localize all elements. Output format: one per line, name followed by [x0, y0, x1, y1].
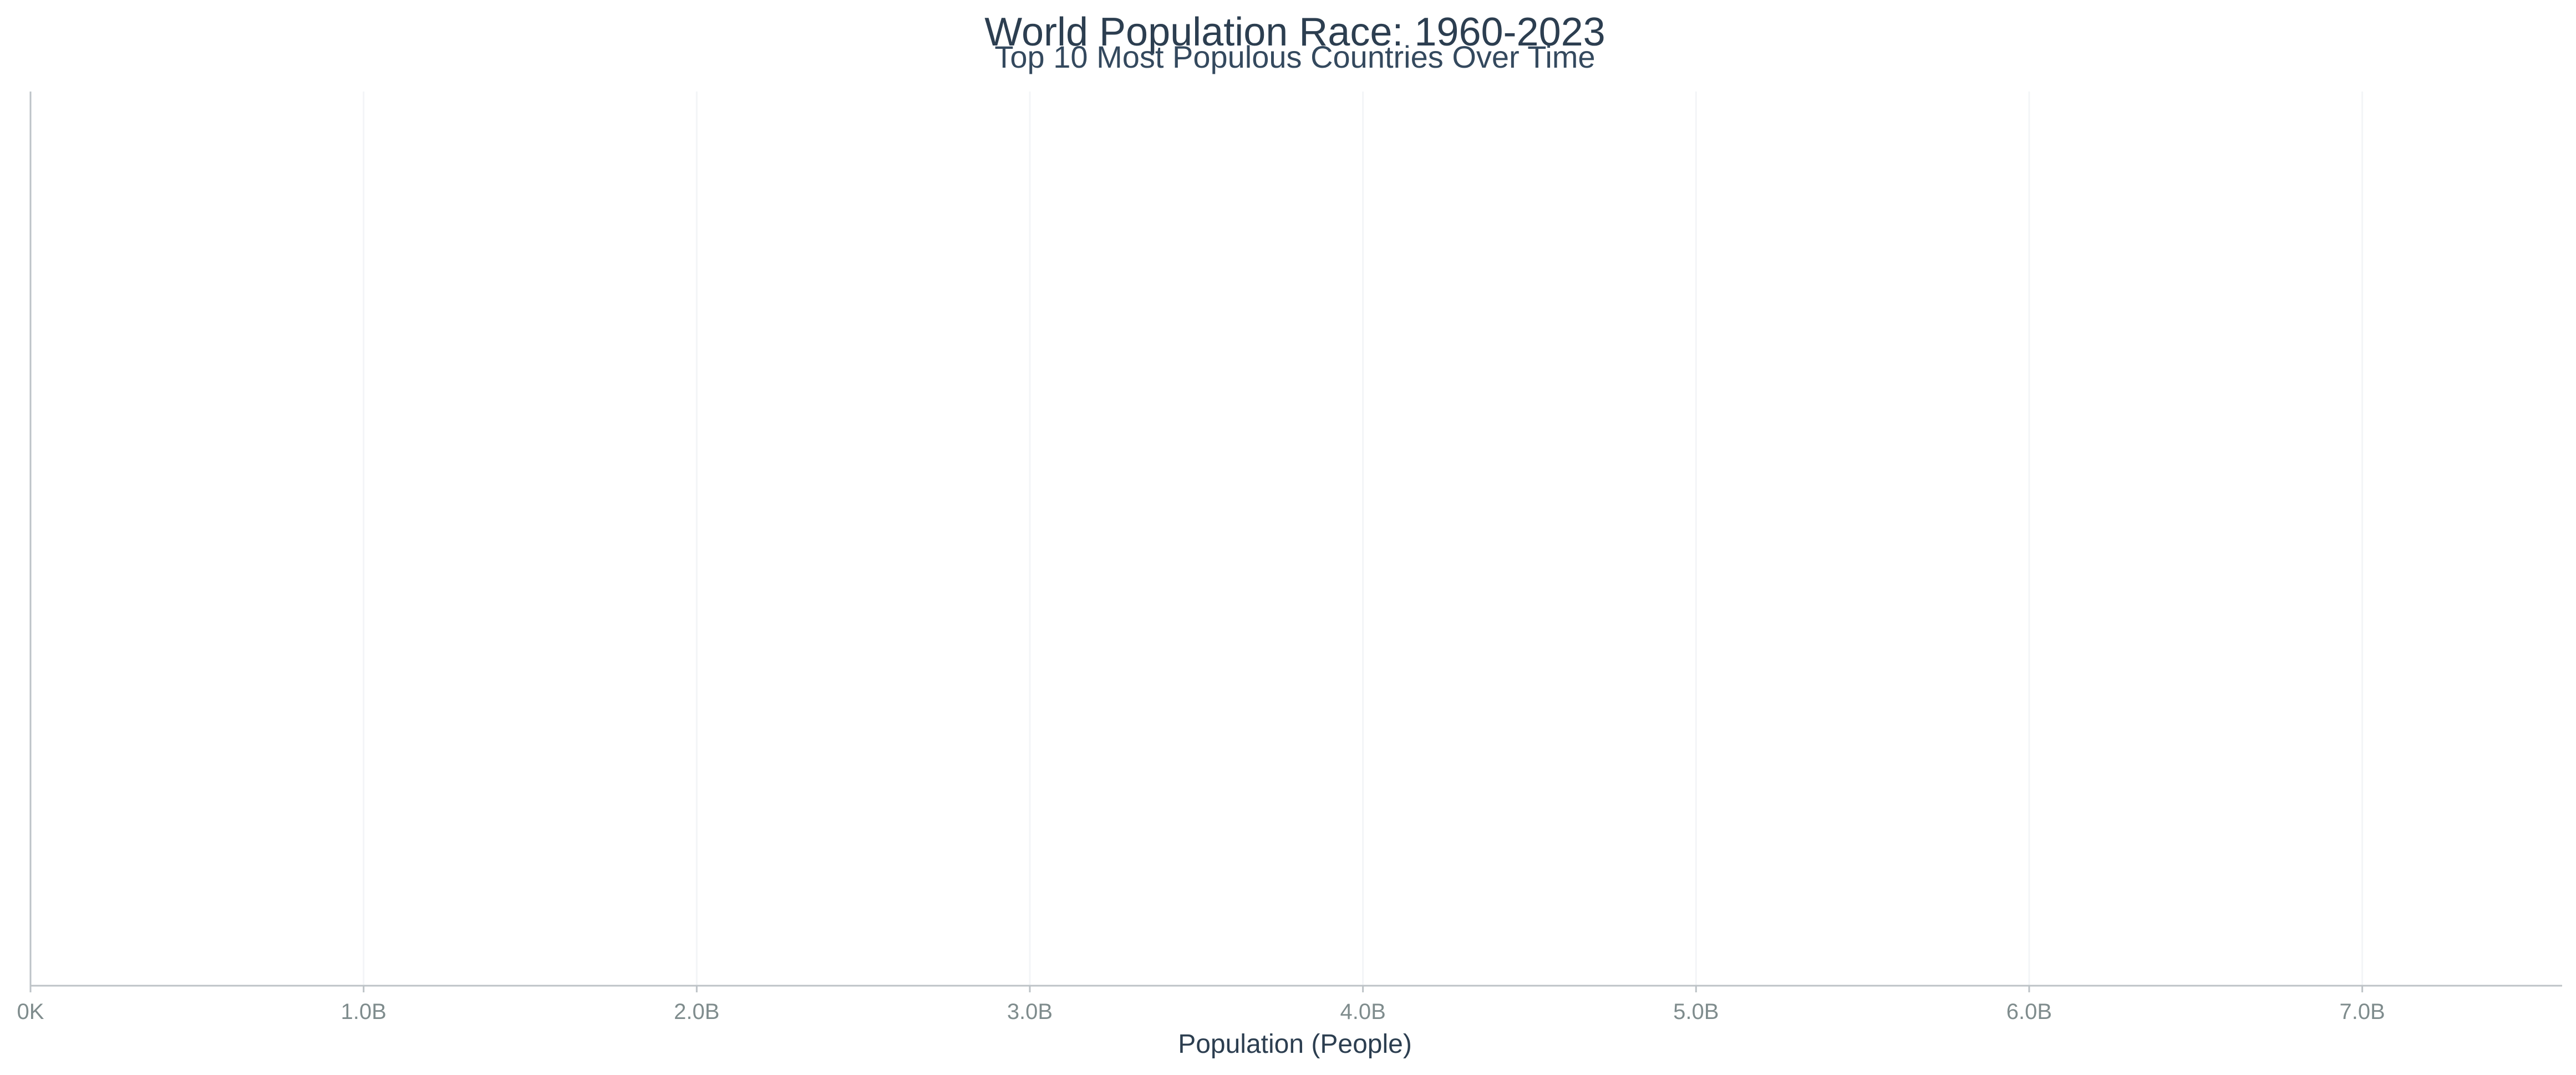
- x-axis-ticks: 0K 1.0B 2.0B 3.0B 4.0B 5.0B 6.0B 7.0B: [17, 986, 2385, 1024]
- chart-subtitle: Top 10 Most Populous Countries Over Time: [994, 39, 1595, 74]
- x-tick-label: 5.0B: [1673, 1000, 1719, 1024]
- x-tick-label: 3.0B: [1007, 1000, 1053, 1024]
- chart-title: World Population Race: 1960-2023: [984, 10, 1605, 54]
- grid-lines: [363, 92, 2364, 986]
- x-tick-label: 7.0B: [2339, 1000, 2385, 1024]
- x-tick-label: 0K: [17, 1000, 44, 1024]
- x-tick-label: 1.0B: [341, 1000, 387, 1024]
- x-tick-label: 6.0B: [2006, 1000, 2052, 1024]
- x-tick-label: 2.0B: [674, 1000, 719, 1024]
- x-tick-label: 4.0B: [1340, 1000, 1385, 1024]
- axes: [29, 92, 2562, 987]
- x-axis-label: Population (People): [1178, 1030, 1412, 1059]
